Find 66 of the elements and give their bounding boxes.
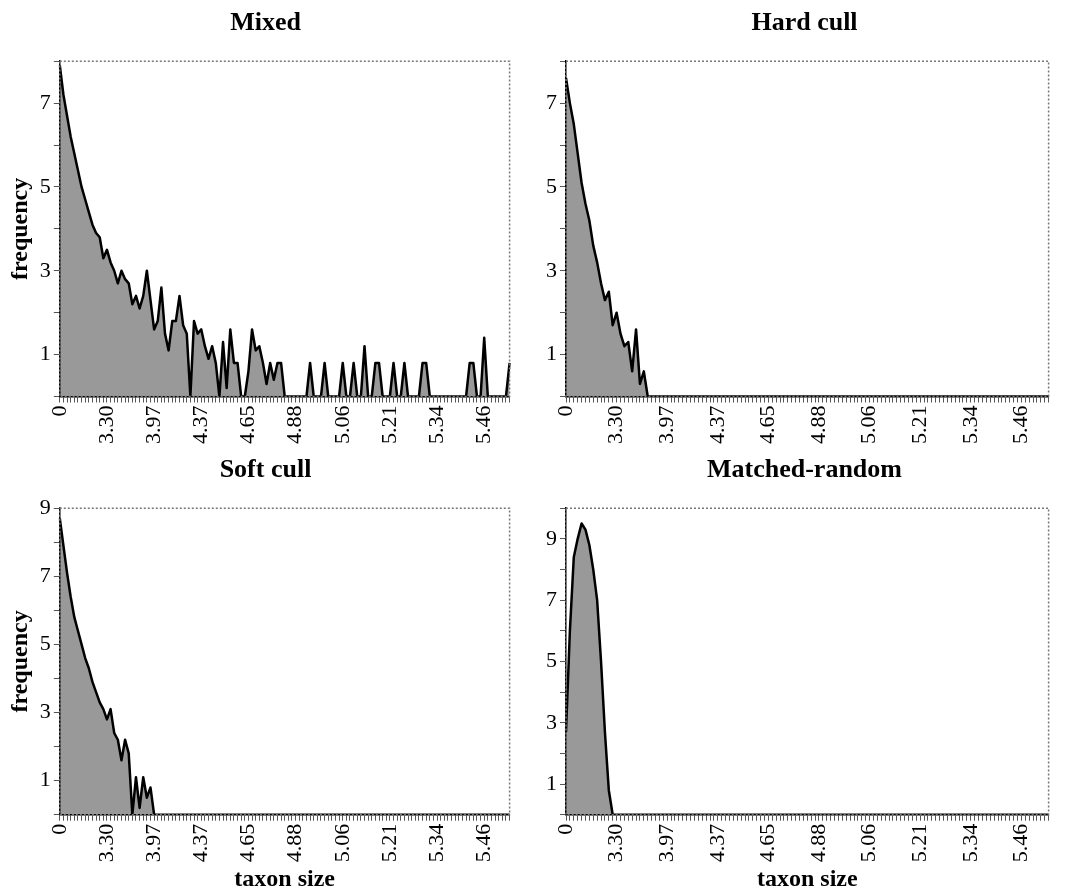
x-tick-label: 3.97 — [139, 823, 165, 863]
x-tick-label: 0 — [551, 823, 577, 835]
x-tick-label: 3.30 — [602, 405, 628, 444]
x-tick-label: 5.06 — [328, 823, 354, 863]
y-tick-label: 1 — [546, 769, 557, 795]
x-tick-label: 3.30 — [92, 823, 118, 863]
x-tick-label: 5.06 — [855, 823, 881, 863]
x-tick-label: 4.88 — [281, 823, 307, 863]
x-tick-label: 5.46 — [1007, 405, 1033, 444]
y-axis-title: frequency — [5, 177, 32, 280]
x-tick-label: 5.21 — [375, 405, 401, 444]
x-tick-label: 5.46 — [1007, 823, 1033, 863]
y-tick-label: 1 — [39, 340, 51, 366]
x-tick-label: 4.88 — [804, 405, 830, 444]
y-tick-label: 3 — [39, 256, 51, 282]
y-tick-label: 5 — [39, 172, 51, 198]
x-tick-label: 4.37 — [703, 405, 729, 444]
x-tick-label: 5.34 — [956, 823, 982, 863]
y-tick-label: 3 — [546, 708, 557, 734]
x-tick-label: 4.37 — [703, 823, 729, 863]
y-tick-label: 1 — [39, 766, 51, 792]
x-tick-label: 3.30 — [602, 823, 628, 863]
x-axis-title: taxon size — [234, 864, 336, 891]
x-tick-label: 4.37 — [187, 405, 213, 444]
x-tick-label: 5.34 — [956, 405, 982, 444]
chart-title: Soft cull — [219, 454, 312, 484]
x-tick-label: 5.06 — [855, 405, 881, 444]
x-tick-label: 5.34 — [422, 405, 448, 444]
x-tick-label: 3.97 — [652, 823, 678, 863]
y-tick-label: 7 — [39, 562, 51, 588]
y-tick-label: 1 — [546, 340, 557, 366]
x-tick-label: 4.65 — [754, 405, 780, 444]
x-tick-label: 4.88 — [281, 405, 307, 444]
x-tick-label: 5.34 — [422, 823, 448, 863]
chart-title: Mixed — [230, 7, 302, 37]
x-tick-label: 0 — [45, 823, 71, 835]
chart-title: Hard cull — [751, 7, 858, 37]
y-axis-title: frequency — [5, 610, 32, 713]
y-tick-label: 5 — [546, 647, 557, 673]
y-tick-label: 3 — [39, 698, 51, 724]
x-tick-label: 3.97 — [139, 405, 165, 444]
x-tick-label: 4.65 — [234, 405, 260, 444]
x-tick-label: 3.30 — [92, 405, 118, 444]
x-tick-label: 0 — [551, 405, 577, 417]
x-tick-label: 4.88 — [804, 823, 830, 863]
y-tick-label: 5 — [546, 172, 557, 198]
x-tick-label: 4.37 — [187, 823, 213, 863]
x-tick-label: 0 — [45, 405, 71, 417]
y-tick-label: 7 — [546, 88, 557, 114]
x-tick-label: 5.46 — [469, 405, 495, 444]
x-tick-label: 3.97 — [652, 405, 678, 444]
y-tick-label: 3 — [546, 256, 557, 282]
y-tick-label: 9 — [39, 493, 51, 519]
chart-title: Matched-random — [707, 454, 903, 484]
y-tick-label: 9 — [546, 524, 557, 550]
x-tick-label: 4.65 — [754, 823, 780, 863]
x-tick-label: 5.21 — [905, 823, 931, 863]
x-tick-label: 5.21 — [375, 823, 401, 863]
y-tick-label: 5 — [39, 630, 51, 656]
y-tick-label: 7 — [39, 88, 51, 114]
x-tick-label: 5.21 — [905, 405, 931, 444]
x-axis-title: taxon size — [756, 864, 858, 891]
y-tick-label: 7 — [546, 585, 557, 611]
x-tick-label: 5.06 — [328, 405, 354, 444]
x-tick-label: 4.65 — [234, 823, 260, 863]
x-tick-label: 5.46 — [469, 823, 495, 863]
